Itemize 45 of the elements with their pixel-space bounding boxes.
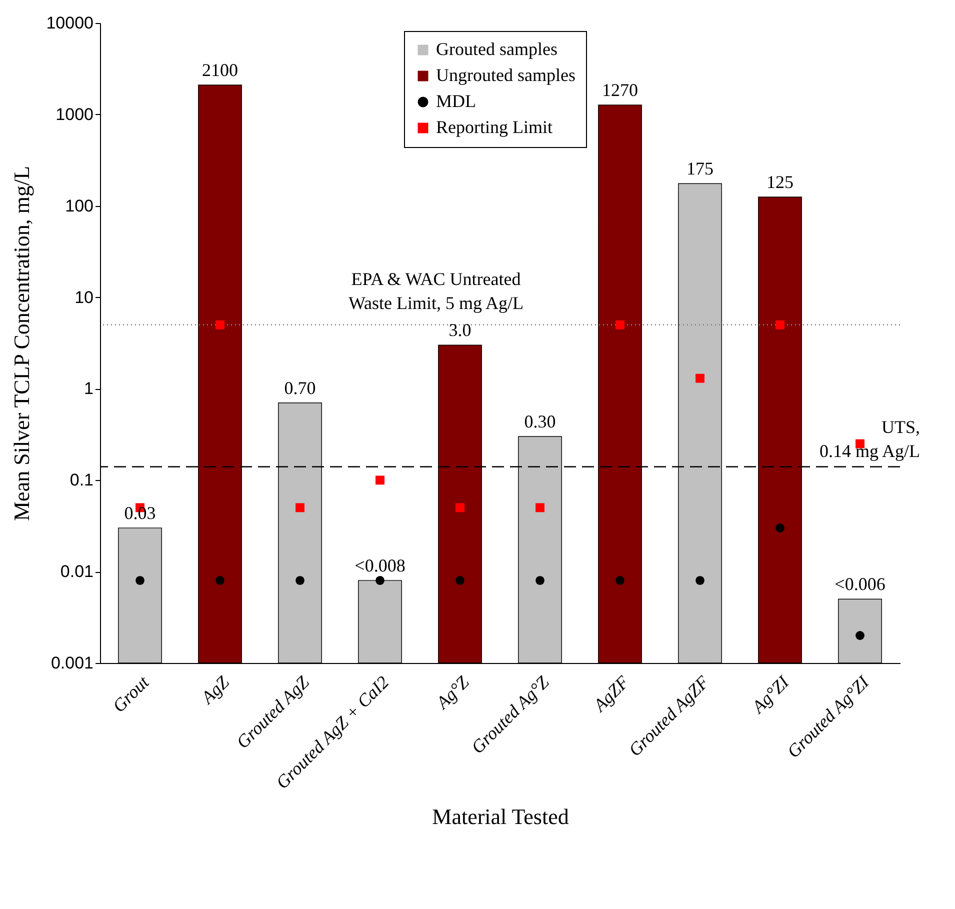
point bbox=[376, 476, 384, 485]
legend-label: Ungrouted samples bbox=[436, 65, 576, 85]
legend-label: Reporting Limit bbox=[436, 117, 552, 137]
data-label: 3.0 bbox=[448, 320, 472, 340]
ref-line-label: EPA & WAC Untreated Waste Limit, 5 mg Ag/L bbox=[348, 268, 524, 313]
point bbox=[856, 631, 864, 640]
data-label: 125 bbox=[766, 172, 794, 192]
y-tick-label: 10000 bbox=[46, 14, 94, 32]
x-tick-label: AgZ bbox=[196, 671, 234, 708]
y-tick-label: 1000 bbox=[56, 104, 94, 124]
point bbox=[696, 576, 704, 585]
data-label: 2100 bbox=[202, 60, 238, 80]
point bbox=[536, 503, 544, 512]
legend-label: Grouted samples bbox=[436, 39, 558, 59]
point bbox=[696, 374, 704, 383]
y-tick-label: 10 bbox=[74, 288, 94, 307]
y-tick-label: 0.001 bbox=[50, 654, 94, 672]
point bbox=[536, 576, 544, 585]
point bbox=[616, 576, 624, 585]
data-label: 0.03 bbox=[124, 502, 156, 523]
point bbox=[456, 576, 464, 585]
point bbox=[776, 523, 784, 532]
data-label: 175 bbox=[686, 158, 714, 179]
y-axis-title: Mean Silver TCLP Concentration, mg/L bbox=[9, 166, 34, 522]
data-label: 0.70 bbox=[284, 378, 316, 398]
x-axis-title: Material Tested bbox=[432, 804, 569, 829]
point bbox=[456, 503, 464, 512]
point bbox=[296, 576, 304, 585]
point bbox=[376, 576, 384, 585]
point bbox=[776, 320, 784, 330]
y-tick-label: 0.1 bbox=[70, 470, 94, 490]
point bbox=[136, 576, 144, 585]
y-tick-label: 0.01 bbox=[60, 562, 94, 582]
ref-line-label: UTS, 0.14 mg Ag/L bbox=[819, 416, 920, 461]
legend-label: MDL bbox=[436, 91, 476, 111]
y-tick-label: 100 bbox=[65, 196, 94, 216]
point bbox=[616, 320, 624, 330]
data-label: 1270 bbox=[602, 80, 638, 100]
data-label: <0.008 bbox=[354, 555, 406, 576]
data-label: 0.30 bbox=[524, 412, 556, 432]
y-tick-label: 1 bbox=[84, 379, 94, 398]
point bbox=[296, 503, 304, 512]
data-label: <0.006 bbox=[834, 574, 886, 594]
point bbox=[216, 576, 224, 585]
point bbox=[216, 320, 224, 330]
